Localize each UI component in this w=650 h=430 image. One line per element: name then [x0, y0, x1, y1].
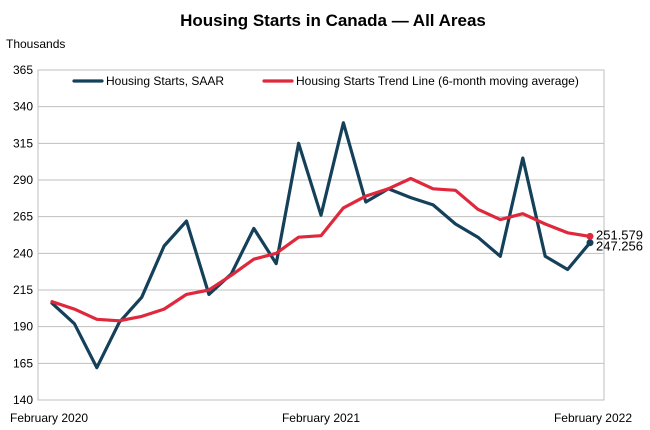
y-tick-label-240: 240	[13, 246, 33, 260]
series-line-0	[50, 121, 592, 370]
y-tick-label-290: 290	[13, 173, 33, 187]
series-lines	[50, 121, 592, 370]
y-tick-labels: 140 165 190 215 240 265 290 315 340 365	[13, 63, 33, 407]
series-end-point-0	[586, 239, 594, 247]
legend-label-0: Housing Starts, SAAR	[106, 74, 224, 88]
y-tick-label-215: 215	[13, 283, 33, 297]
y-tick-label-140: 140	[13, 393, 33, 407]
y-tick-label-315: 315	[13, 136, 33, 150]
y-tick-label-190: 190	[13, 320, 33, 334]
x-tick-label-1: February 2021	[282, 411, 360, 425]
end-label-1: 247.256	[596, 239, 643, 254]
y-axis-label: Thousands	[6, 37, 65, 51]
end-markers	[586, 232, 594, 247]
series-end-point-1	[586, 232, 594, 240]
y-tick-label-340: 340	[13, 100, 33, 114]
plot-area-border	[37, 69, 605, 401]
y-tick-label-365: 365	[13, 63, 33, 77]
end-label-0: 251.579	[596, 227, 643, 242]
legend-label-1: Housing Starts Trend Line (6-month movin…	[296, 74, 579, 88]
y-tick-label-265: 265	[13, 210, 33, 224]
series-line-1	[50, 176, 592, 323]
y-tick-label-165: 165	[13, 356, 33, 370]
x-tick-labels: February 2020 February 2021 February 2022	[10, 411, 632, 425]
legend: Housing Starts, SAAR Housing Starts Trend…	[72, 74, 579, 88]
chart-title: Housing Starts in Canada — All Areas	[180, 11, 486, 30]
x-tick-label-0: February 2020	[10, 411, 88, 425]
x-tick-label-2: February 2022	[554, 411, 632, 425]
